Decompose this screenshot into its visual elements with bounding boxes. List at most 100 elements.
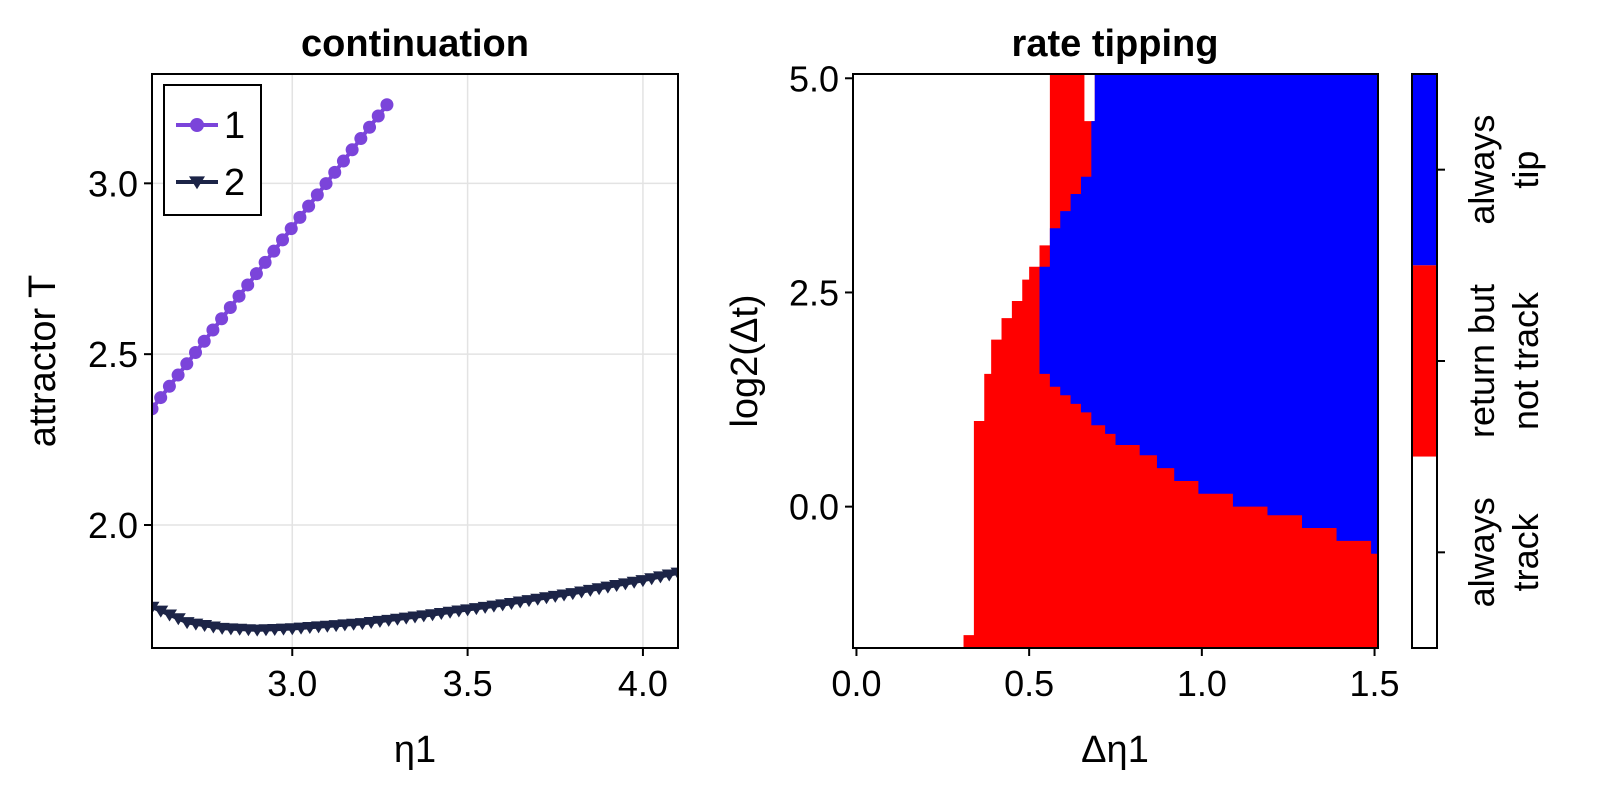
series-2-point: [433, 608, 449, 621]
series-2-point: [617, 578, 633, 591]
colorbar-label-line1: return but: [1461, 284, 1502, 438]
series-1-point: [162, 379, 176, 393]
series-2-point: [416, 610, 432, 623]
series-1-point: [354, 132, 368, 146]
colorbar-label-line2: not track: [1505, 291, 1546, 430]
series-2-point: [652, 571, 668, 584]
colorbar-segment: [1412, 265, 1437, 457]
x-tick-label: 3.5: [443, 663, 493, 704]
series-2-point: [468, 603, 484, 616]
series-1-point: [345, 143, 359, 157]
legend-box: [163, 84, 262, 216]
x-tick-label: 0.0: [831, 663, 881, 704]
series-2-point: [556, 589, 572, 602]
right-y-axis-label: log2(Δt): [724, 294, 766, 427]
series-1-point: [206, 323, 220, 337]
x-tick-label: 0.5: [1004, 663, 1054, 704]
series-1-point: [197, 334, 211, 348]
region-always-tip: [1039, 74, 1378, 554]
left-plot-frame: [151, 73, 679, 649]
series-2-point: [162, 609, 178, 622]
colorbar-label-line1: always: [1461, 497, 1502, 607]
legend-label: 2: [224, 162, 245, 204]
series-2-point: [591, 583, 607, 596]
series-2-point: [451, 605, 467, 618]
series-2-point: [635, 575, 651, 588]
series-1-point: [232, 289, 246, 303]
y-tick-label: 0.0: [789, 487, 839, 528]
series-2-point: [381, 614, 397, 627]
x-tick-label: 3.0: [267, 663, 317, 704]
series-2-point: [503, 597, 519, 610]
series-2-point: [547, 590, 563, 603]
legend-swatch-marker: [190, 118, 204, 132]
series-1-point: [241, 278, 255, 292]
left-ticks: 3.0 3.5 4.0 2.0 2.5 3.0: [88, 163, 668, 704]
y-tick-label: 2.5: [789, 272, 839, 313]
series-2-point: [530, 593, 546, 606]
colorbar-label: return but not track: [1461, 284, 1546, 438]
series-1-point: [171, 368, 185, 382]
legend-entries: 12: [176, 105, 245, 204]
legend: 12: [163, 84, 262, 216]
series-2-point: [495, 599, 511, 612]
series-2-point: [425, 609, 441, 622]
left-series-group: [152, 98, 678, 637]
x-tick-label: 1.5: [1350, 663, 1400, 704]
series-1-point: [189, 346, 203, 360]
series-2-point: [372, 615, 388, 628]
series-1-point: [310, 188, 324, 202]
series-2-point: [600, 581, 616, 594]
series-1-point: [363, 120, 377, 134]
series-1-point: [319, 177, 333, 191]
x-tick-label: 4.0: [618, 663, 668, 704]
series-2-point: [389, 613, 405, 626]
legend-label: 1: [224, 105, 245, 147]
series-2-point: [398, 612, 414, 625]
y-tick-label: 3.0: [88, 163, 138, 204]
y-tick-label: 2.0: [88, 505, 138, 546]
series-1-point: [284, 222, 298, 236]
series-2-point: [661, 569, 677, 582]
series-1-point: [336, 154, 350, 168]
series-2-point: [477, 601, 493, 614]
series-2-point: [486, 600, 502, 613]
series-2-point: [407, 611, 423, 624]
series-1-point: [267, 244, 281, 258]
series-1-point: [154, 391, 168, 405]
series-2-point: [170, 613, 186, 626]
series-2-point: [521, 595, 537, 608]
series-1-line: [152, 103, 389, 411]
series-2-point: [512, 596, 528, 609]
colorbar-label: always tip: [1461, 115, 1546, 225]
series-1-point: [258, 255, 272, 269]
rate-tipping-title: rate tipping: [1012, 23, 1219, 65]
series-1-point: [223, 300, 237, 314]
y-tick-label: 5.0: [789, 58, 839, 99]
series-1-point: [371, 109, 385, 123]
colorbar-label-line2: tip: [1505, 151, 1546, 189]
series-1-point: [328, 165, 342, 179]
series-2-point: [644, 573, 660, 586]
left-x-axis-label: η1: [394, 729, 436, 771]
series-2-point: [153, 605, 169, 618]
series-1-point: [276, 233, 290, 247]
series-1-point: [302, 199, 316, 213]
series-2-point: [442, 606, 458, 619]
right-plot-frame: [852, 73, 1379, 649]
rate-tipping-panel: rate tipping 0.0 0.5 1.0 1.5 0.0 2.5 5.0 Δη1 l…: [724, 23, 1546, 771]
colorbar-label-line1: always: [1461, 115, 1502, 225]
left-y-axis-label: attractor T: [22, 275, 64, 447]
right-x-axis-label: Δη1: [1081, 729, 1149, 771]
series-2-point: [582, 584, 598, 597]
series-2-point: [363, 617, 379, 630]
series-1-point: [152, 402, 159, 416]
series-2-point: [539, 592, 554, 605]
right-ticks: 0.0 0.5 1.0 1.5 0.0 2.5 5.0: [789, 58, 1400, 704]
colorbar-segment: [1412, 456, 1437, 648]
colorbar-label-line2: track: [1505, 512, 1546, 591]
heatmap-regions: [963, 74, 1378, 648]
series-2-point: [460, 604, 476, 617]
series-1-point: [249, 267, 263, 281]
series-1-point: [293, 210, 307, 224]
